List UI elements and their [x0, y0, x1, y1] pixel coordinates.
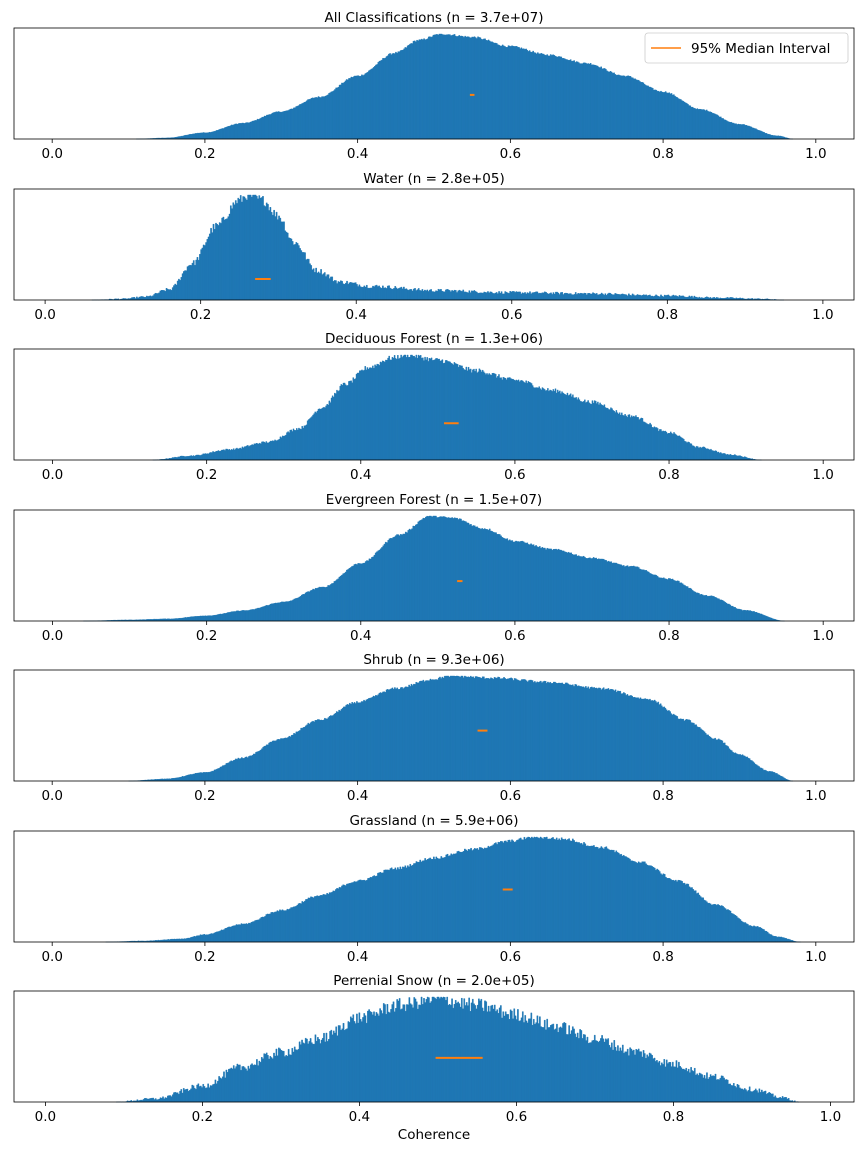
histogram-bars	[105, 836, 801, 943]
x-tick-label: 0.4	[347, 146, 368, 162]
x-tick-label: 0.0	[42, 467, 63, 483]
subplot-title: Perrenial Snow (n = 2.0e+05)	[333, 973, 534, 989]
x-tick-label: 0.2	[196, 467, 217, 483]
x-tick-label: 0.4	[349, 1109, 370, 1125]
x-tick-label: 0.0	[35, 1109, 56, 1125]
x-tick-label: 0.8	[663, 1109, 684, 1125]
subplot-1: All Classifications (n = 3.7e+07) 0.0 0.2 0…	[13, 10, 855, 162]
x-tick-label: 0.8	[652, 949, 673, 965]
legend-box	[644, 32, 849, 64]
x-tick-label: 0.6	[500, 949, 521, 965]
x-tick-label: 0.6	[500, 146, 521, 162]
subplot-7: Perrenial Snow (n = 2.0e+05) 0.0 0.2 0.4 0.6…	[13, 973, 855, 1143]
x-tick-label: 0.0	[41, 788, 62, 804]
x-tick-label: 0.2	[194, 949, 215, 965]
histogram-bars	[116, 996, 800, 1103]
subplot-title: All Classifications (n = 3.7e+07)	[325, 10, 544, 26]
axes-frame	[13, 27, 855, 140]
x-tick-label: 1.0	[820, 1109, 841, 1125]
subplot-title: Shrub (n = 9.3e+06)	[363, 652, 504, 668]
x-tick-label: 0.8	[657, 307, 678, 323]
x-tick-label: 1.0	[805, 146, 826, 162]
x-tick-label: 0.2	[196, 628, 217, 644]
axes-frame	[13, 990, 855, 1103]
x-tick-label: 1.0	[812, 307, 833, 323]
x-tick-label: 0.2	[192, 1109, 213, 1125]
legend: 95% Median Interval	[644, 32, 849, 64]
x-tick-label: 0.0	[41, 949, 62, 965]
subplot-2: Water (n = 2.8e+05) 0.0 0.2 0.4 0.6 0.8 1.0	[13, 171, 855, 323]
x-tick-label: 0.0	[34, 307, 55, 323]
axes-frame	[13, 348, 855, 461]
x-tick-label: 0.4	[347, 788, 368, 804]
subplot-title: Water (n = 2.8e+05)	[363, 171, 504, 187]
histogram-bars	[152, 354, 762, 461]
histogram-bars	[91, 194, 785, 301]
subplot-title: Evergreen Forest (n = 1.5e+07)	[326, 492, 542, 508]
subplot-3: Deciduous Forest (n = 1.3e+06) 0.0 0.2 0.4 0…	[13, 331, 855, 483]
axes-frame	[13, 830, 855, 943]
histogram-bars	[128, 675, 794, 782]
x-tick-label: 0.4	[345, 307, 366, 323]
subplot-title: Deciduous Forest (n = 1.3e+06)	[325, 331, 543, 347]
x-tick-label: 0.2	[194, 788, 215, 804]
x-tick-label: 0.8	[652, 788, 673, 804]
x-tick-label: 0.6	[504, 628, 525, 644]
subplot-6: Grassland (n = 5.9e+06) 0.0 0.2 0.4 0.6 0.8 1.…	[13, 813, 855, 965]
histogram-bars	[83, 515, 785, 622]
axes-frame	[13, 509, 855, 622]
axes-frame	[13, 669, 855, 782]
subplot-title: Grassland (n = 5.9e+06)	[349, 813, 518, 829]
x-tick-label: 0.0	[42, 628, 63, 644]
subplot-5: Shrub (n = 9.3e+06) 0.0 0.2 0.4 0.6 0.8 1.0	[13, 652, 855, 804]
x-tick-label: 0.2	[194, 146, 215, 162]
x-axis-label: Coherence	[398, 1127, 470, 1143]
x-tick-label: 0.8	[658, 628, 679, 644]
x-tick-label: 1.0	[805, 788, 826, 804]
subplot-4: Evergreen Forest (n = 1.5e+07) 0.0 0.2 0.4 0…	[13, 492, 855, 644]
legend-label: 95% Median Interval	[691, 41, 830, 57]
axes-frame	[13, 188, 855, 301]
x-tick-label: 0.2	[190, 307, 211, 323]
x-tick-label: 0.8	[652, 146, 673, 162]
x-tick-label: 0.4	[350, 467, 371, 483]
x-tick-label: 0.4	[347, 949, 368, 965]
x-tick-label: 0.6	[501, 307, 522, 323]
x-tick-label: 0.6	[500, 788, 521, 804]
x-tick-label: 0.8	[658, 467, 679, 483]
x-tick-label: 1.0	[805, 949, 826, 965]
x-tick-label: 1.0	[812, 467, 833, 483]
x-tick-label: 0.4	[350, 628, 371, 644]
x-tick-label: 0.6	[504, 467, 525, 483]
x-tick-label: 1.0	[812, 628, 833, 644]
x-tick-label: 0.6	[506, 1109, 527, 1125]
x-tick-label: 0.0	[41, 146, 62, 162]
